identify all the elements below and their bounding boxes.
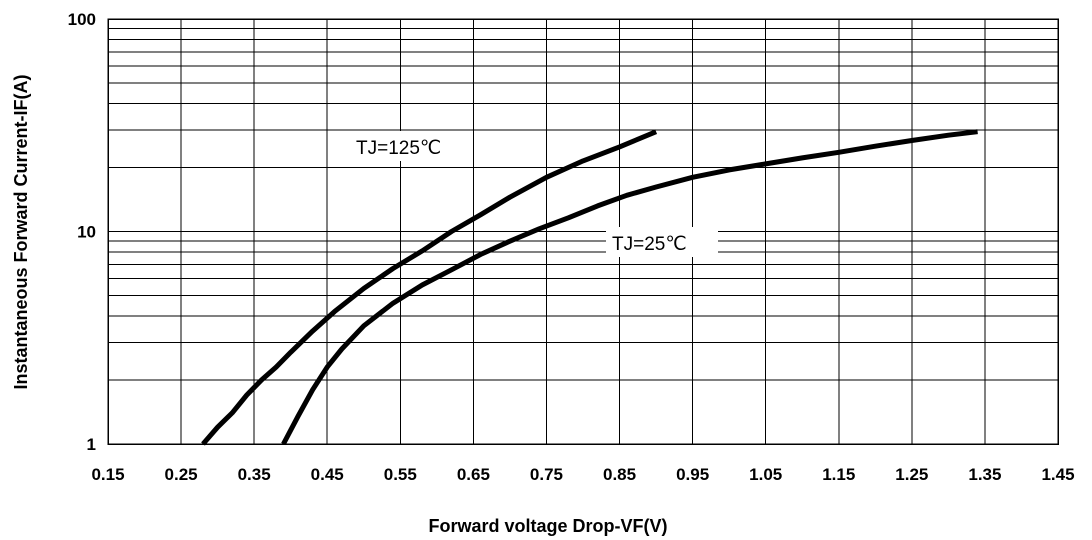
x-tick-label: 0.75 [530,465,563,484]
x-tick-label: 0.35 [238,465,271,484]
y-tick-label: 10 [77,223,96,242]
grid [107,18,1059,445]
y-tick-label: 1 [87,435,96,454]
x-tick-label: 1.15 [822,465,855,484]
tick-labels: 0.15 0.25 0.35 0.45 0.55 0.65 0.75 0.85 0.95 1.05… [68,10,1075,484]
series-line-tj125 [201,129,658,446]
curves [201,129,978,446]
x-tick-label: 1.45 [1041,465,1074,484]
y-axis-label: Instantaneous Forward Current-IF(A) [11,74,31,389]
series-label-background [606,227,718,257]
x-tick-label: 0.55 [384,465,417,484]
x-tick-label: 1.35 [968,465,1001,484]
series-label-background [349,131,471,161]
x-tick-label: 0.45 [311,465,344,484]
series-label-tj25: TJ=25℃ [612,234,687,255]
x-tick-label: 1.05 [749,465,782,484]
x-tick-label: 0.15 [91,465,124,484]
x-axis-label: Forward voltage Drop-VF(V) [428,516,667,536]
series-label-tj125: TJ=125℃ [356,138,441,159]
x-tick-label: 0.65 [457,465,490,484]
x-tick-label: 0.25 [165,465,198,484]
x-tick-label: 1.25 [895,465,928,484]
y-tick-label: 100 [68,10,96,29]
series-line-tj25 [281,129,978,446]
x-tick-label: 0.95 [676,465,709,484]
plot-frame [107,18,1059,445]
x-tick-label: 0.85 [603,465,636,484]
